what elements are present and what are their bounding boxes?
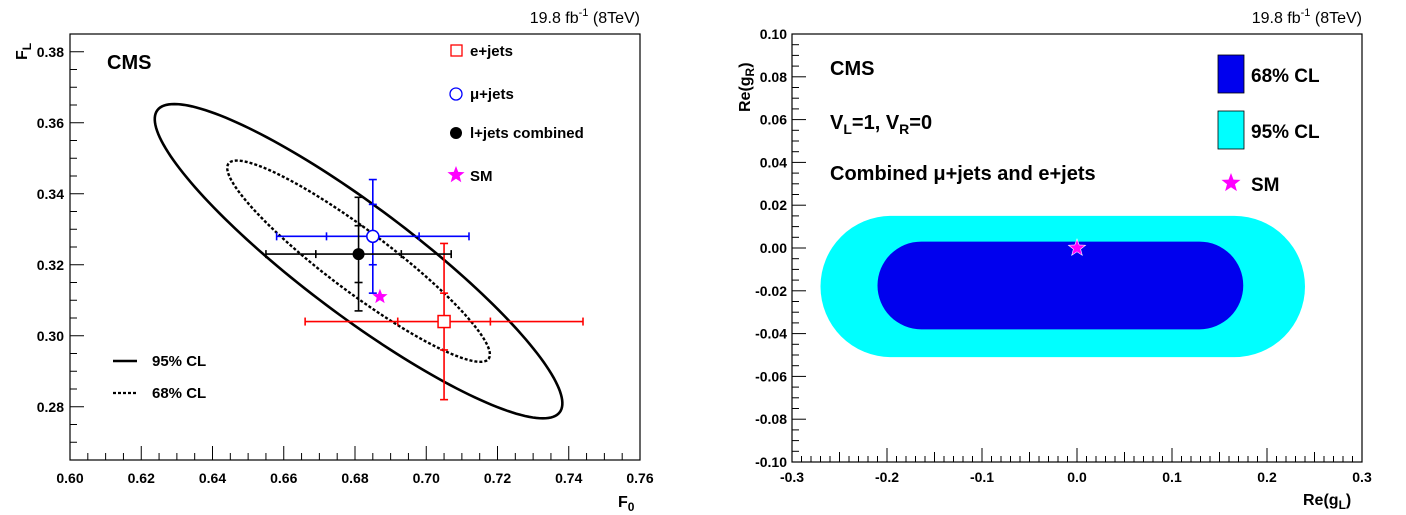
legend-label-68cl: 68% CL (152, 385, 206, 402)
left-x-tick-label: 0.70 (413, 470, 440, 486)
left-x-tick-label: 0.72 (484, 470, 511, 486)
right-y-tick-label: 0.06 (760, 112, 787, 128)
right-x-tick-label: 0.2 (1257, 469, 1277, 485)
right-panel: 19.8 fb-1 (8TeV) -0.3 -0.2 -0.1 0.0 0.1 0.2 0.… (737, 7, 1372, 512)
legend-label-68cl-right: 68% CL (1251, 66, 1320, 87)
legend-marker-sm (447, 166, 465, 183)
left-x-tick-label: 0.66 (270, 470, 297, 486)
right-y-tick-label: -0.04 (755, 326, 787, 342)
region-68cl (877, 241, 1244, 330)
right-x-tick-label: 0.1 (1162, 469, 1182, 485)
right-y-tick-label: -0.02 (755, 283, 787, 299)
left-panel: 19.8 fb-1 (8TeV) 0.60 0.62 0.64 0.66 0.68 0.7… (14, 7, 654, 514)
left-y-tick-label: 0.28 (37, 399, 64, 415)
left-y-tick-label: 0.38 (37, 44, 64, 60)
data-point-e-jets (437, 314, 451, 329)
left-legend: e+jets μ+jets l+jets combined SM 95% CL … (113, 43, 584, 402)
legend-box-68cl (1217, 54, 1245, 94)
data-point-sm (372, 288, 388, 304)
left-cms-label: CMS (107, 52, 151, 74)
left-y-tick-label: 0.30 (37, 328, 64, 344)
left-y-tick-label: 0.32 (37, 257, 64, 273)
left-y-tick-label: 0.36 (37, 115, 64, 131)
right-note-combined: Combined μ+jets and e+jets (830, 163, 1096, 185)
left-y-axis-label: FL (14, 43, 34, 60)
right-note-couplings: VL=1, VR=0 (830, 112, 932, 137)
right-legend: 68% CL 95% CL SM (1217, 54, 1320, 196)
right-cl-regions (820, 215, 1305, 358)
legend-marker-l-jets-combined (450, 127, 462, 139)
data-point-jets (366, 229, 380, 244)
legend-label-95cl-right: 95% CL (1251, 122, 1320, 143)
legend-box-95cl (1217, 110, 1245, 150)
left-axis-ticks: 0.60 0.62 0.64 0.66 0.68 0.70 0.72 0.74 0.76 0.28… (37, 33, 654, 486)
right-x-tick-label: -0.2 (875, 469, 899, 485)
legend-label-95cl: 95% CL (152, 353, 206, 370)
left-x-tick-label: 0.76 (626, 470, 653, 486)
right-y-tick-label: 0.10 (760, 26, 787, 42)
left-x-tick-label: 0.64 (199, 470, 226, 486)
right-x-tick-label: -0.3 (780, 469, 804, 485)
right-y-tick-label: 0.04 (760, 154, 787, 170)
legend-label-sm: SM (470, 168, 493, 185)
right-cms-label: CMS (830, 58, 874, 80)
legend-label-sm-right: SM (1251, 175, 1280, 196)
legend-marker-mu-jets (449, 87, 463, 101)
left-x-tick-label: 0.74 (555, 470, 582, 486)
legend-marker-sm-right (1221, 173, 1241, 192)
left-x-axis-label: F0 (618, 494, 635, 514)
right-y-tick-label: 0.00 (760, 240, 787, 256)
data-point-l-jets-combined (352, 248, 365, 261)
legend-marker-e-jets (450, 44, 463, 57)
right-y-tick-label: 0.08 (760, 69, 787, 85)
left-x-tick-label: 0.68 (341, 470, 368, 486)
legend-label-l-jets-combined: l+jets combined (470, 125, 584, 142)
left-x-tick-label: 0.60 (56, 470, 83, 486)
right-y-tick-label: -0.06 (755, 368, 787, 384)
contour-68cl (226, 159, 492, 364)
right-x-tick-label: 0.0 (1067, 469, 1087, 485)
right-y-tick-label: -0.08 (755, 411, 787, 427)
legend-label-mu-jets: μ+jets (470, 86, 514, 103)
left-contours (153, 102, 564, 420)
right-x-tick-label: 0.3 (1352, 469, 1372, 485)
right-y-tick-label: -0.10 (755, 454, 787, 470)
right-x-tick-label: -0.1 (970, 469, 994, 485)
legend-label-e-jets: e+jets (470, 43, 513, 60)
right-lumi-label: 19.8 fb-1 (8TeV) (1252, 7, 1362, 27)
left-x-tick-label: 0.62 (128, 470, 155, 486)
left-data-points (265, 178, 584, 401)
sm-point-star (1067, 238, 1087, 256)
left-lumi-label: 19.8 fb-1 (8TeV) (530, 7, 640, 27)
contour-95cl (153, 102, 564, 420)
left-y-tick-label: 0.34 (37, 186, 64, 202)
right-x-axis-label: Re(gL) (1303, 492, 1351, 512)
right-axis-ticks: -0.3 -0.2 -0.1 0.0 0.1 0.2 0.3 -0.10 -0.08 -0.06 -… (755, 26, 1372, 485)
right-y-tick-label: 0.02 (760, 197, 787, 213)
right-y-axis-label: Re(gR) (737, 62, 757, 112)
